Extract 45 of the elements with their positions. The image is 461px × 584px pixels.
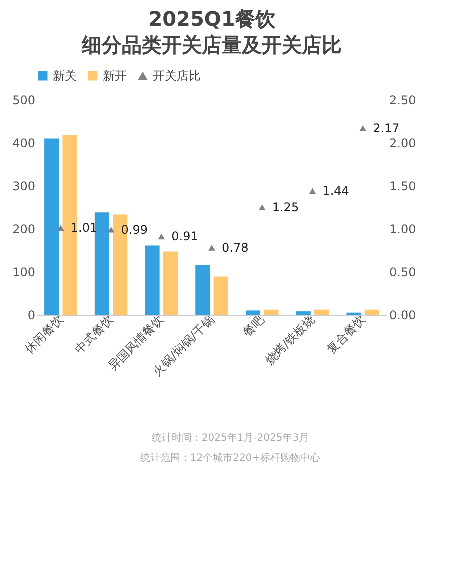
point — [309, 188, 316, 194]
data-label: 0.78 — [222, 240, 249, 255]
legend-label: 开关店比 — [153, 69, 201, 83]
chart-title: 2025Q1餐饮 — [148, 7, 276, 31]
bar — [196, 266, 210, 315]
bar — [264, 310, 279, 315]
bar — [364, 310, 380, 315]
y2-tick-label: 0.00 — [390, 308, 416, 322]
point — [58, 225, 64, 232]
bar — [44, 138, 60, 315]
bar — [94, 212, 110, 315]
y-tick-label: 400 — [12, 136, 36, 150]
data-label: 0.91 — [172, 230, 198, 244]
data-label: 1.44 — [322, 184, 350, 198]
point — [208, 245, 216, 251]
legend-label: 新开 — [103, 69, 127, 83]
y2-tick-label: 2.50 — [390, 94, 416, 108]
y-tick-label: 100 — [12, 266, 36, 280]
bar — [163, 252, 178, 315]
x-tick-label: 复合餐饮 — [324, 312, 368, 356]
point — [158, 234, 165, 240]
bar — [314, 310, 330, 315]
legend-label: 新关 — [53, 69, 77, 83]
y2-tick-label: 1.00 — [390, 222, 416, 236]
data-label: 2.17 — [373, 121, 400, 136]
chart-subtitle: 细分品类开关店量及开关店比 — [81, 33, 342, 57]
bar — [145, 246, 160, 315]
y-tick-label: 0 — [28, 308, 36, 322]
bar — [214, 276, 228, 315]
bar — [296, 312, 311, 315]
x-tick-label: 中式餐饮 — [72, 312, 116, 356]
y-tick-label: 300 — [12, 180, 36, 194]
bar — [246, 310, 261, 315]
y2-tick-label: 0.50 — [390, 266, 416, 280]
x-tick-label: 餐吧 — [240, 312, 268, 340]
y-tick-label: 500 — [12, 94, 36, 108]
y-tick-label: 200 — [12, 222, 36, 236]
y2-tick-label: 2.00 — [390, 136, 416, 150]
point — [108, 226, 115, 233]
text: 统计时间：2025年1月-2025年3月 — [150, 432, 310, 446]
text: 统计范围：12个城市220+标杆购物中心 — [139, 452, 322, 466]
y2-tick-label: 1.50 — [390, 180, 416, 194]
data-label: 1.25 — [272, 200, 300, 214]
point — [360, 125, 366, 132]
point — [259, 204, 266, 210]
